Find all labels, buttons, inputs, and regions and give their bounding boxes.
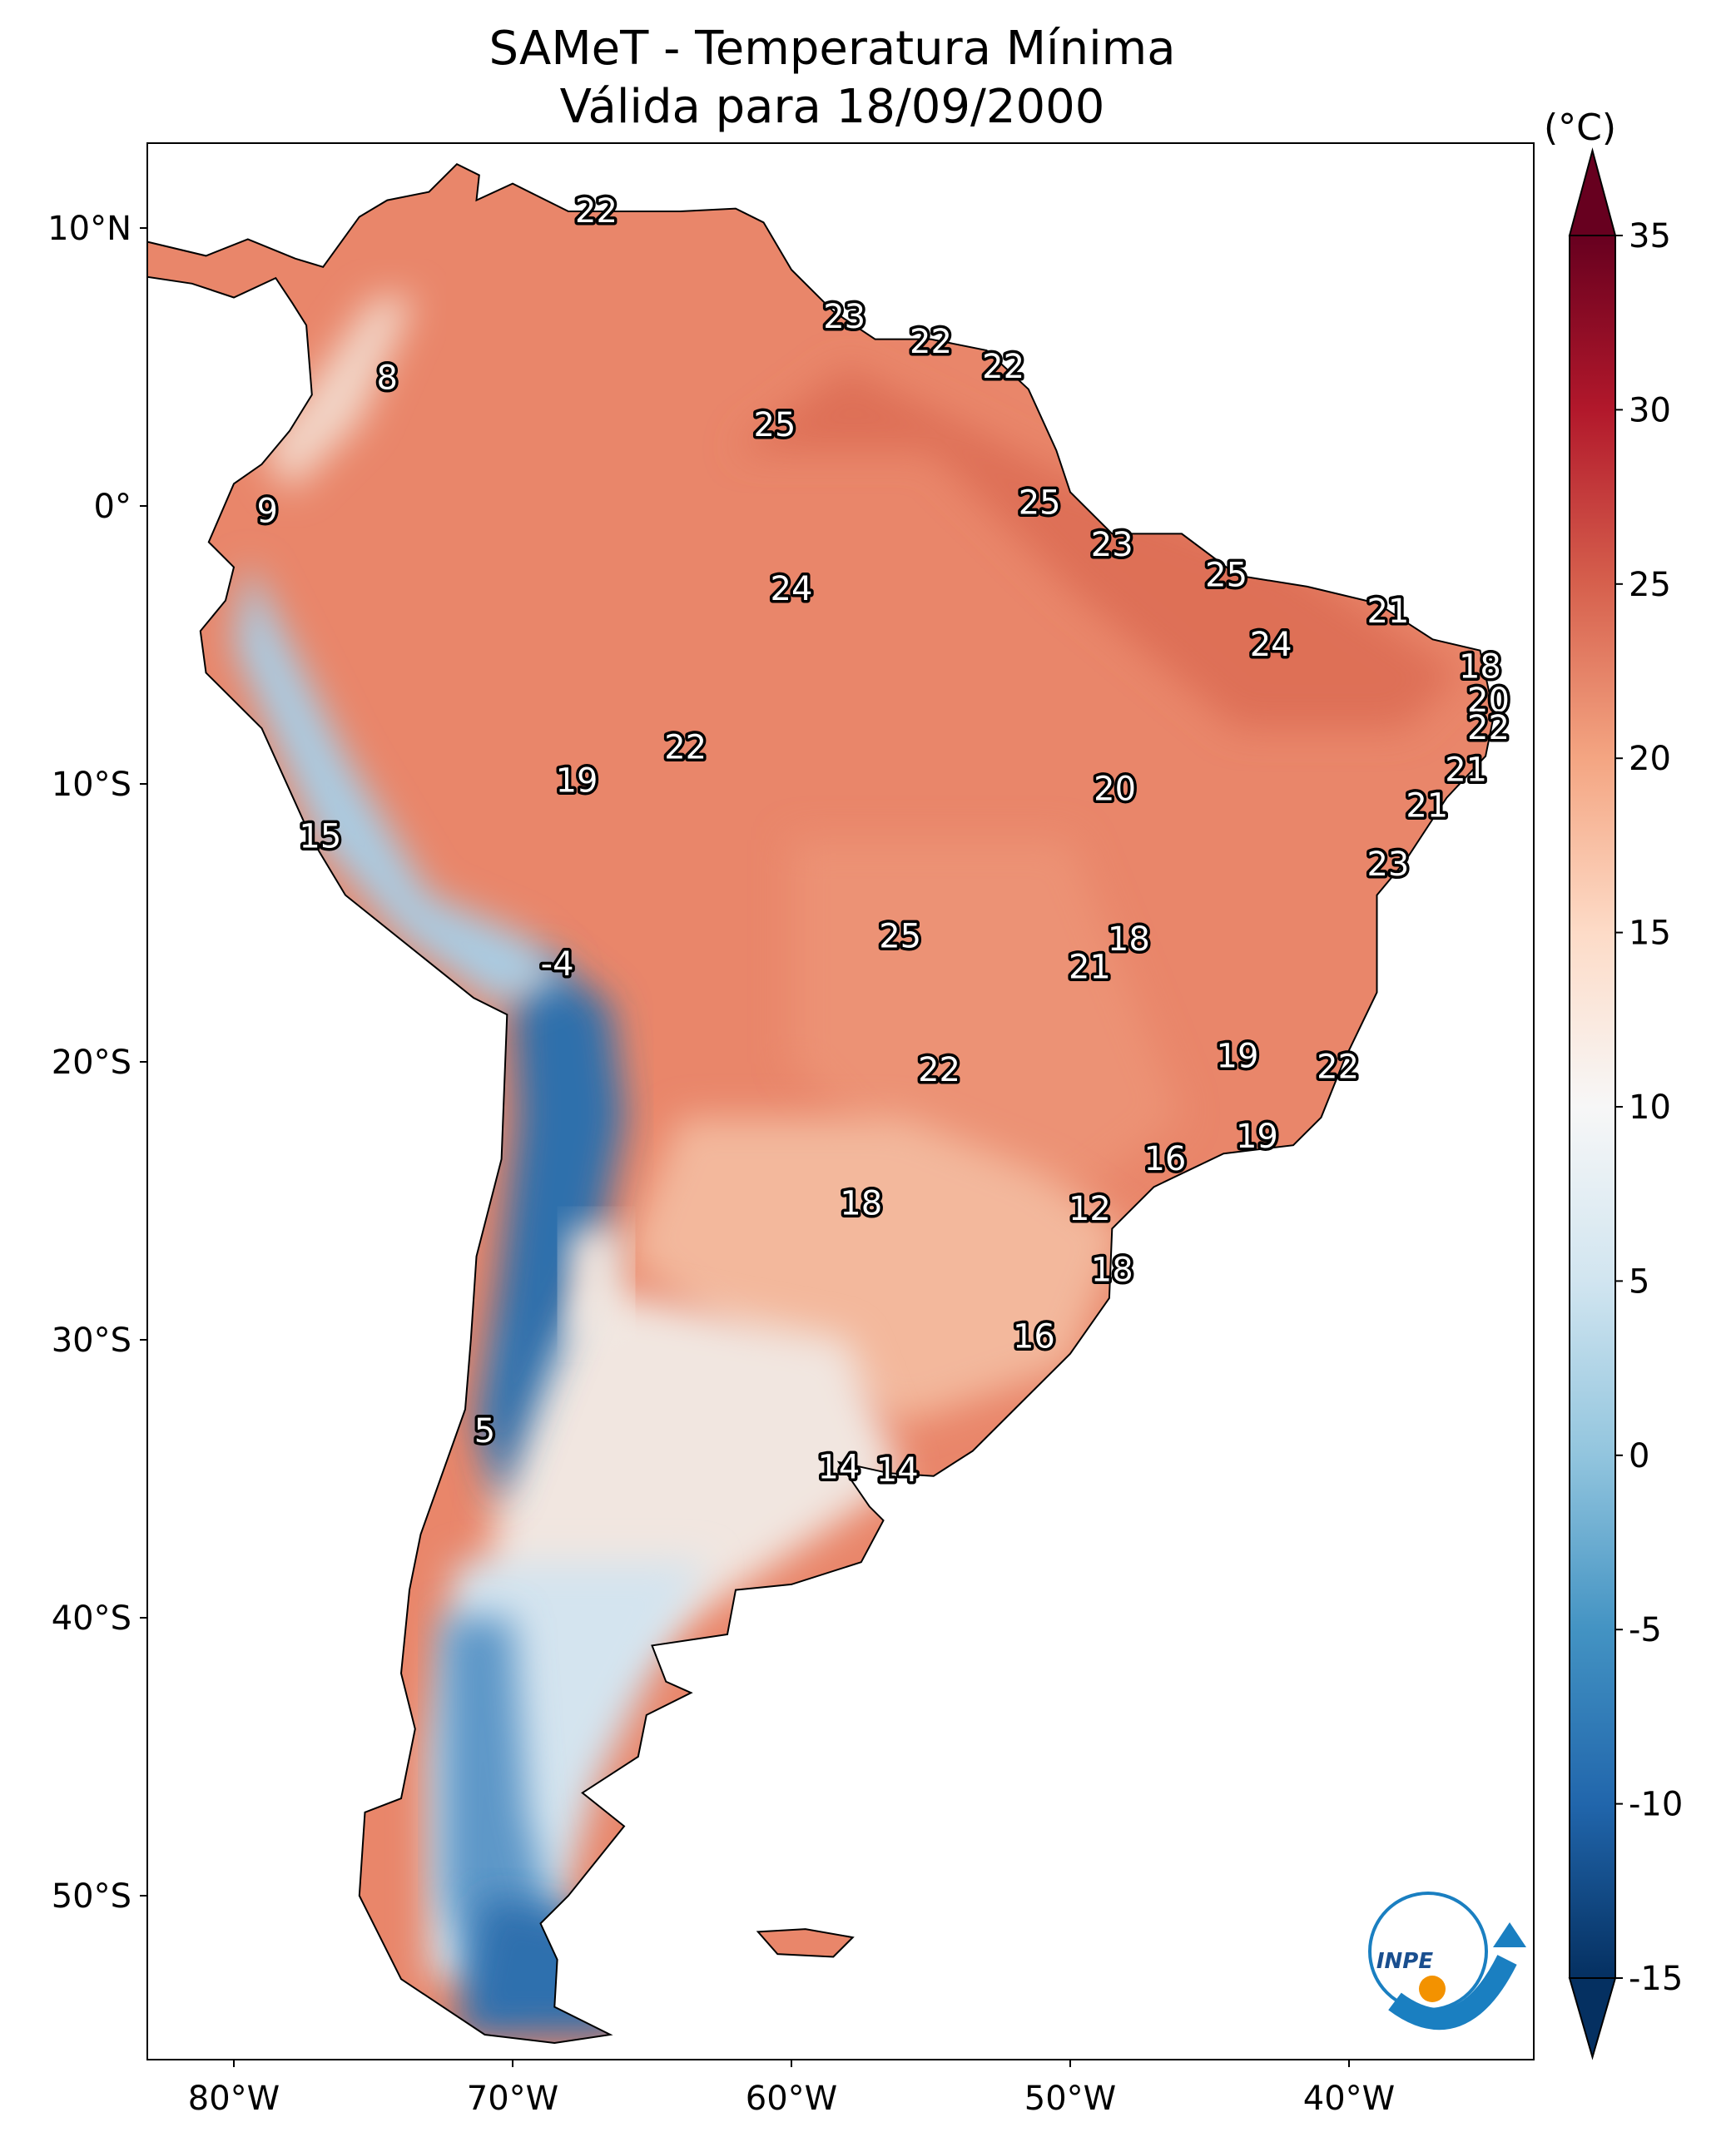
temperature-label: 9: [256, 493, 277, 531]
temperature-zone-7: [476, 950, 624, 1507]
temperature-label: 23: [823, 298, 866, 336]
temperature-label: 24: [1250, 626, 1292, 664]
colorbar-max-extend: [1568, 147, 1617, 236]
temperature-label: 18: [840, 1184, 882, 1222]
map-axes: 10°N 0° 10°S 20°S 30°S 40°S 50°S 80°W 70°W 60°W 50…: [47, 210, 1395, 2118]
colorbar-bar: [1569, 235, 1616, 1979]
temperature-label: 14: [876, 1451, 919, 1490]
colorbar-tick-label: -15: [1629, 1960, 1683, 1998]
colorbar-tick-label: 25: [1629, 566, 1671, 604]
colorbar-tick-label: 30: [1629, 391, 1671, 429]
lon-tick-label: 40°W: [1303, 2080, 1395, 2118]
lon-tick-label: 50°W: [1024, 2080, 1116, 2118]
logo-swoosh: [1388, 1955, 1517, 2031]
temperature-label: 12: [1069, 1190, 1111, 1228]
temperature-label: 8: [377, 359, 398, 397]
colorbar-unit: (°C): [1544, 107, 1617, 149]
colorbar-tick-label: 5: [1629, 1262, 1649, 1301]
temperature-label: 22: [918, 1051, 960, 1089]
colorbar-tick-label: 10: [1629, 1088, 1671, 1127]
temperature-label: 21: [1069, 948, 1111, 986]
temperature-label: 25: [753, 406, 796, 444]
logo-arrow-icon: [1493, 1922, 1526, 1947]
temperature-label: 23: [1366, 845, 1409, 884]
temperature-label: 19: [1217, 1037, 1259, 1075]
temperature-zone-6: [457, 1896, 624, 2035]
temperature-label: 21: [1445, 751, 1487, 789]
temperature-label: -4: [541, 945, 574, 984]
temperature-label: 19: [1236, 1118, 1278, 1156]
coastline: [147, 162, 1495, 2045]
temperature-label: 5: [474, 1412, 495, 1450]
temperature-label: 25: [1205, 557, 1247, 595]
temperature-label: 24: [771, 570, 813, 608]
temperature-label: 21: [1366, 593, 1409, 631]
temperature-label: 22: [1467, 709, 1510, 747]
temperature-label: 25: [879, 918, 921, 956]
colorbar-tick-label: -5: [1629, 1611, 1662, 1649]
lon-tick-label: 70°W: [467, 2080, 558, 2118]
lat-tick-label: 10°N: [47, 210, 131, 248]
lon-tick-label: 60°W: [746, 2080, 837, 2118]
map-title: SAMeT - Temperatura Mínima: [489, 22, 1176, 76]
colorbar: -15 -10 -5 0 5 10 15 20 25 30 35: [1568, 147, 1683, 2060]
colorbar-tick-label: -10: [1629, 1786, 1683, 1824]
lat-tick-label: 40°S: [52, 1599, 131, 1638]
colorbar-tick-label: 20: [1629, 740, 1671, 778]
colorbar-min-extend: [1568, 1977, 1617, 2060]
temperature-label: 16: [1143, 1140, 1186, 1178]
colorbar-tick-label: 35: [1629, 217, 1671, 255]
temperature-label: 22: [982, 348, 1024, 386]
lat-tick-label: 10°S: [52, 766, 131, 804]
colorbar-tick-label: 15: [1629, 915, 1671, 953]
temperature-label: 19: [556, 762, 598, 801]
temperature-label: 15: [299, 817, 341, 855]
map-subtitle: Válida para 18/09/2000: [559, 80, 1105, 134]
lon-tick-label: 80°W: [188, 2080, 280, 2118]
logo-sun-icon: [1419, 1976, 1446, 2002]
temperature-zone-9: [261, 297, 415, 493]
map-frame: [146, 142, 1535, 2060]
temperature-label: 21: [1406, 787, 1448, 826]
temperature-zone-1: [791, 839, 1182, 1201]
temperature-label: 22: [575, 192, 618, 231]
south-america-landmass: [147, 162, 1495, 2045]
temperature-label: 25: [1019, 484, 1061, 523]
temperature-label: 18: [1091, 1252, 1133, 1290]
temperature-zone-0: [736, 367, 1461, 729]
lat-tick-label: 30°S: [52, 1321, 131, 1360]
temperature-field: [234, 297, 1461, 2035]
lat-tick-label: 0°: [94, 488, 131, 526]
temperature-label: 20: [1467, 682, 1510, 720]
temperature-zone-10: [568, 1228, 624, 1340]
temperature-zone-8: [234, 561, 568, 1007]
lat-tick-label: 20°S: [52, 1044, 131, 1082]
logo-text: INPE: [1376, 1949, 1433, 1974]
temperature-label: 16: [1013, 1318, 1055, 1356]
temperature-label: 22: [664, 729, 707, 767]
temperature-label: 23: [1091, 526, 1133, 564]
temperature-label: 22: [910, 323, 952, 361]
temperature-label: 20: [1094, 771, 1136, 809]
colorbar-tick-label: 0: [1629, 1437, 1649, 1475]
inpe-logo: INPE: [1368, 1892, 1526, 2031]
temperature-label: 18: [1459, 648, 1501, 687]
temperature-label: 18: [1108, 920, 1150, 959]
temperature-label: 14: [817, 1449, 860, 1487]
lat-tick-label: 50°S: [52, 1877, 131, 1916]
temperature-label: 22: [1317, 1049, 1359, 1087]
